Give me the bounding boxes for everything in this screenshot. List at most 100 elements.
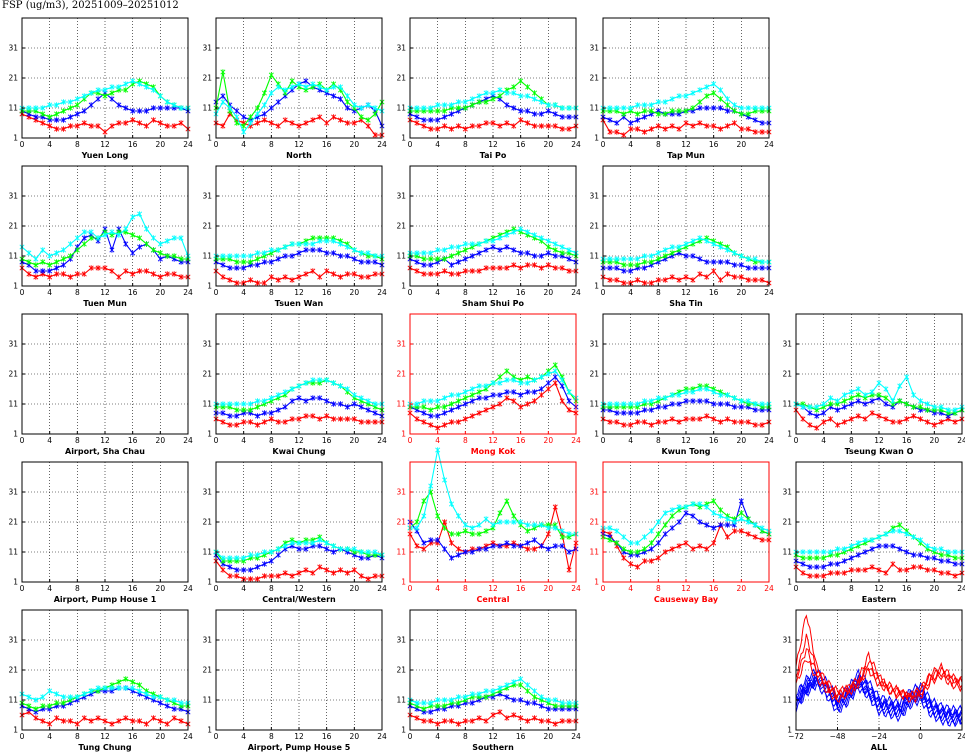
data-point (54, 700, 60, 706)
data-point (282, 570, 288, 576)
data-point (421, 256, 427, 262)
data-point (731, 262, 737, 268)
data-point (130, 679, 136, 685)
data-point (883, 416, 889, 422)
data-point (538, 111, 544, 117)
data-point (890, 419, 896, 425)
data-point (268, 72, 274, 78)
data-point (552, 525, 558, 531)
x-tick-label: 16 (128, 732, 138, 741)
x-tick-label: 4 (241, 436, 246, 445)
data-point (268, 247, 274, 253)
data-point (662, 404, 668, 410)
data-point (628, 401, 634, 407)
data-point (241, 401, 247, 407)
data-point (559, 700, 565, 706)
data-point (234, 108, 240, 114)
data-point (655, 111, 661, 117)
y-tick-label: 11 (782, 400, 792, 409)
data-point (869, 537, 875, 543)
data-point (310, 413, 316, 419)
data-point (538, 374, 544, 380)
data-point (455, 513, 461, 519)
data-point (462, 694, 468, 700)
data-point (911, 404, 917, 410)
data-point (869, 410, 875, 416)
station-label: Causeway Bay (654, 595, 719, 604)
data-point (814, 413, 820, 419)
data-point (435, 247, 441, 253)
data-point (511, 398, 517, 404)
x-tick-label: 4 (241, 732, 246, 741)
data-point (648, 422, 654, 428)
data-point (683, 93, 689, 99)
y-tick-label: 11 (202, 400, 212, 409)
data-point (344, 546, 350, 552)
data-point (855, 398, 861, 404)
data-point (435, 102, 441, 108)
data-point (897, 419, 903, 425)
data-point (351, 102, 357, 108)
data-point (157, 93, 163, 99)
data-point (669, 513, 675, 519)
data-point (116, 232, 122, 238)
data-point (690, 546, 696, 552)
data-point (538, 99, 544, 105)
data-point (220, 419, 226, 425)
data-point (442, 114, 448, 120)
data-point (759, 422, 765, 428)
data-point (282, 253, 288, 259)
data-point (448, 531, 455, 537)
data-point (490, 522, 496, 528)
data-point (807, 410, 813, 416)
data-point (88, 102, 94, 108)
y-tick-label: 11 (396, 400, 406, 409)
data-point (531, 96, 538, 102)
data-point (848, 389, 854, 395)
x-tick-label: 20 (156, 140, 166, 149)
data-point (337, 274, 344, 280)
data-point (635, 277, 641, 283)
data-point (241, 123, 247, 129)
data-point (718, 244, 724, 250)
data-point (904, 401, 910, 407)
data-point (310, 540, 316, 546)
x-tick-label: 8 (463, 288, 468, 297)
data-point (254, 404, 261, 410)
data-point (511, 262, 517, 268)
data-point (711, 268, 717, 274)
data-point (337, 416, 344, 422)
data-point (40, 703, 46, 709)
data-point (676, 401, 682, 407)
data-point (821, 410, 827, 416)
data-point (566, 126, 572, 132)
x-tick-label: 20 (544, 732, 554, 741)
data-point (282, 274, 288, 280)
data-point (724, 522, 731, 528)
data-point (421, 706, 427, 712)
data-point (683, 274, 689, 280)
station-label: Tap Mun (667, 151, 705, 160)
y-tick-label: 31 (589, 44, 599, 53)
y-tick-label: 1 (401, 578, 406, 587)
data-point (164, 697, 170, 703)
data-point (435, 404, 441, 410)
data-point (289, 398, 295, 404)
x-tick-label: 0 (214, 732, 219, 741)
data-point (676, 108, 682, 114)
data-point (137, 688, 143, 694)
data-point (917, 552, 924, 558)
x-tick-label: 8 (656, 436, 661, 445)
data-point (171, 697, 177, 703)
data-point (697, 120, 703, 126)
data-point (531, 398, 538, 404)
data-point (331, 416, 337, 422)
data-point (227, 422, 233, 428)
data-point (435, 703, 441, 709)
data-point (938, 558, 944, 564)
data-point (442, 697, 448, 703)
